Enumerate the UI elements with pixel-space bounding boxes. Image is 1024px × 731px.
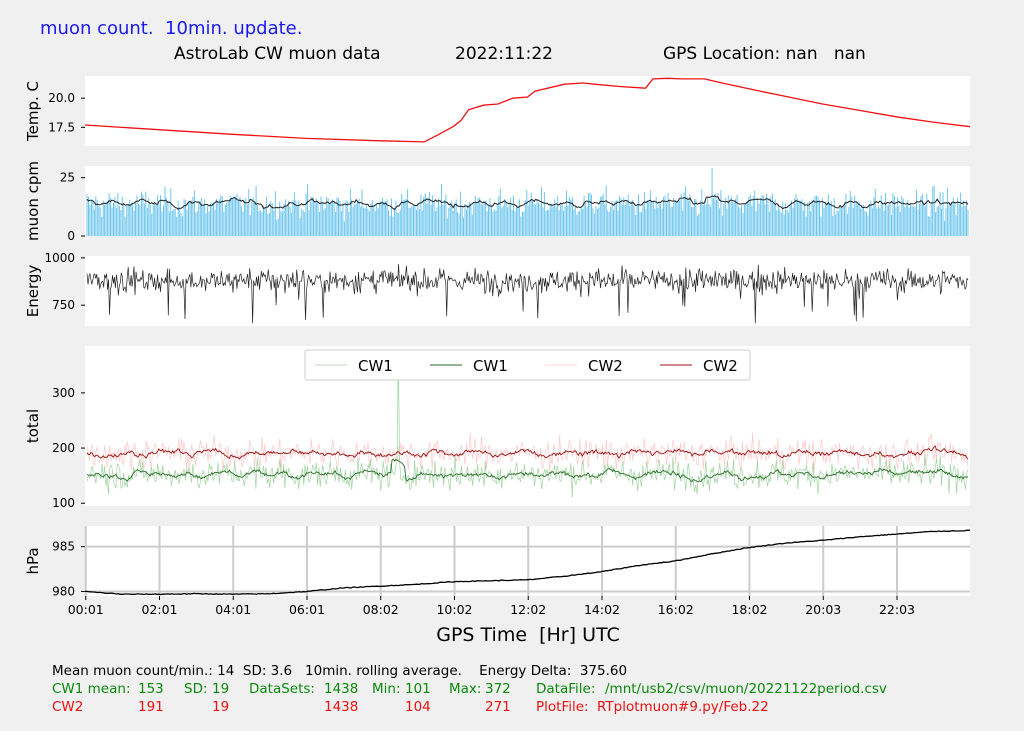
x-tick-label: 02:01	[141, 602, 177, 617]
muon-bars	[86, 168, 969, 236]
x-tick-label: 16:02	[658, 602, 694, 617]
x-axis-label: GPS Time [Hr] UTC	[436, 624, 620, 646]
y-tick-label: 300	[52, 386, 75, 400]
cw1-max: 372	[485, 681, 511, 697]
y-tick-label: 200	[52, 441, 75, 455]
y-tick-label: 0	[67, 229, 75, 243]
y-tick-label: 985	[52, 540, 75, 554]
muon-rolling-average-line	[86, 195, 969, 211]
energy-line	[86, 263, 969, 324]
x-tick-label: 04:01	[215, 602, 251, 617]
footer-summary: Mean muon count/min.: 14 SD: 3.6 10min. …	[52, 663, 628, 679]
legend-entry: CW1	[358, 357, 393, 375]
chart-title: AstroLab CW muon data	[174, 44, 381, 64]
chart-date: 2022:11:22	[455, 44, 553, 64]
cw2-average-line	[86, 445, 969, 460]
cw1-mean: 153	[138, 681, 164, 697]
cw1-min: 101	[405, 681, 431, 697]
cw1-sd-label: SD:	[184, 681, 208, 697]
y-axis-label: muon cpm	[24, 161, 42, 241]
temperature-line	[84, 77, 971, 143]
cw2-raw-line	[86, 432, 969, 473]
x-tick-label: 00:01	[68, 602, 104, 617]
y-tick-label: 1000	[44, 251, 75, 265]
y-tick-label: 100	[52, 496, 75, 510]
cw1-max-label: Max:	[449, 681, 482, 697]
legend-entry: CW2	[703, 357, 738, 375]
y-tick-label: 980	[52, 585, 75, 599]
x-tick-label: 18:02	[731, 602, 767, 617]
cw2-min: 104	[405, 699, 431, 715]
x-tick-label: 14:02	[584, 602, 620, 617]
x-tick-label: 08:02	[363, 602, 399, 617]
legend-entry: CW2	[588, 357, 623, 375]
cw1-average-line	[86, 458, 969, 483]
plotfile-label: PlotFile:	[536, 699, 589, 715]
update-note: muon count. 10min. update.	[40, 18, 303, 39]
datafile-label: DataFile:	[536, 681, 596, 697]
y-axis-label: Energy	[24, 265, 42, 318]
muon-count-bars	[86, 168, 969, 236]
cw2-max: 271	[485, 699, 511, 715]
x-tick-label: 22:03	[879, 602, 915, 617]
cw1-datasets: 1438	[324, 681, 359, 697]
x-tick-label: 06:01	[289, 602, 325, 617]
y-axis-label: total	[24, 409, 42, 443]
cw1-sd: 19	[212, 681, 230, 697]
x-tick-label: 10:02	[436, 602, 472, 617]
gps-location: GPS Location: nan nan	[663, 44, 866, 64]
y-tick-label: 20.0	[48, 91, 75, 105]
y-axis-label: Temp. C	[24, 81, 42, 142]
cw1-min-label: Min:	[372, 681, 401, 697]
y-axis-label: hPa	[24, 547, 42, 574]
cw1-datasets-label: DataSets:	[249, 681, 315, 697]
x-tick-label: 12:02	[510, 602, 546, 617]
cw1-mean-label: CW1 mean:	[52, 681, 131, 697]
y-tick-label: 25	[60, 171, 75, 185]
plotfile-path: RTplotmuon#9.py/Feb.22	[597, 699, 769, 715]
pressure-line	[85, 529, 971, 596]
plot-area-1	[85, 76, 970, 146]
legend-entry: CW1	[473, 357, 508, 375]
y-tick-label: 17.5	[48, 120, 75, 134]
plot-area-3	[85, 256, 970, 326]
y-tick-label: 750	[52, 298, 75, 312]
legend-box	[304, 349, 751, 381]
cw2-sd: 19	[212, 699, 230, 715]
cw2-datasets: 1438	[324, 699, 359, 715]
datafile-path: /mnt/usb2/csv/muon/20221122period.csv	[605, 681, 887, 697]
cw1-raw-line	[86, 353, 969, 498]
legend: CW1 CW1 CW2 CW2	[304, 349, 751, 381]
x-tick-label: 20:03	[805, 602, 841, 617]
cw2-mean: 191	[138, 699, 164, 715]
cw2-label: CW2	[52, 699, 84, 715]
